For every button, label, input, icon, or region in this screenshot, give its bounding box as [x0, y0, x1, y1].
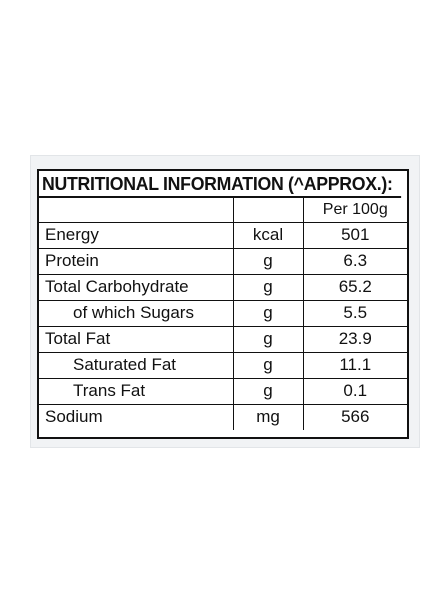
nutrient-value: 6.3 — [302, 247, 407, 275]
table-row: of which Sugars g 5.5 — [39, 299, 407, 327]
header-nutrient — [39, 198, 234, 223]
nutrient-value: 23.9 — [302, 325, 407, 353]
header-unit — [232, 198, 304, 223]
nutrient-name: Total Carbohydrate — [39, 273, 234, 301]
nutrient-unit: mg — [232, 403, 304, 430]
table-row: Protein g 6.3 — [39, 247, 407, 275]
nutrient-unit: g — [232, 351, 304, 379]
nutrient-value: 566 — [302, 403, 407, 430]
table-row: Total Fat g 23.9 — [39, 325, 407, 353]
nutrition-title: NUTRITIONAL INFORMATION (^APPROX.): — [39, 171, 402, 198]
nutrient-value: 65.2 — [302, 273, 407, 301]
nutrient-unit: g — [232, 273, 304, 301]
nutrient-unit: kcal — [232, 221, 304, 249]
nutrient-unit: g — [232, 325, 304, 353]
nutrition-table: Per 100g Energy kcal 501 Protein g 6.3 T… — [39, 198, 407, 430]
nutrient-unit: g — [232, 247, 304, 275]
header-per-100g: Per 100g — [302, 198, 407, 223]
table-row: Total Carbohydrate g 65.2 — [39, 273, 407, 301]
nutrient-name: Sodium — [39, 403, 234, 430]
nutrient-value: 5.5 — [302, 299, 407, 327]
table-row: Sodium mg 566 — [39, 403, 407, 430]
nutrition-label: NUTRITIONAL INFORMATION (^APPROX.): Per … — [37, 169, 409, 439]
nutrient-unit: g — [232, 377, 304, 405]
table-row: Energy kcal 501 — [39, 221, 407, 249]
nutrient-value: 0.1 — [302, 377, 407, 405]
table-row: Saturated Fat g 11.1 — [39, 351, 407, 379]
table-row: Trans Fat g 0.1 — [39, 377, 407, 405]
nutrient-name: of which Sugars — [39, 299, 234, 327]
table-header-row: Per 100g — [39, 198, 407, 223]
nutrient-name: Protein — [39, 247, 234, 275]
nutrient-name: Total Fat — [39, 325, 234, 353]
nutrient-unit: g — [232, 299, 304, 327]
nutrient-value: 501 — [302, 221, 407, 249]
nutrient-name: Saturated Fat — [39, 351, 234, 379]
nutrient-name: Energy — [39, 221, 234, 249]
nutrient-name: Trans Fat — [39, 377, 234, 405]
nutrient-value: 11.1 — [302, 351, 407, 379]
